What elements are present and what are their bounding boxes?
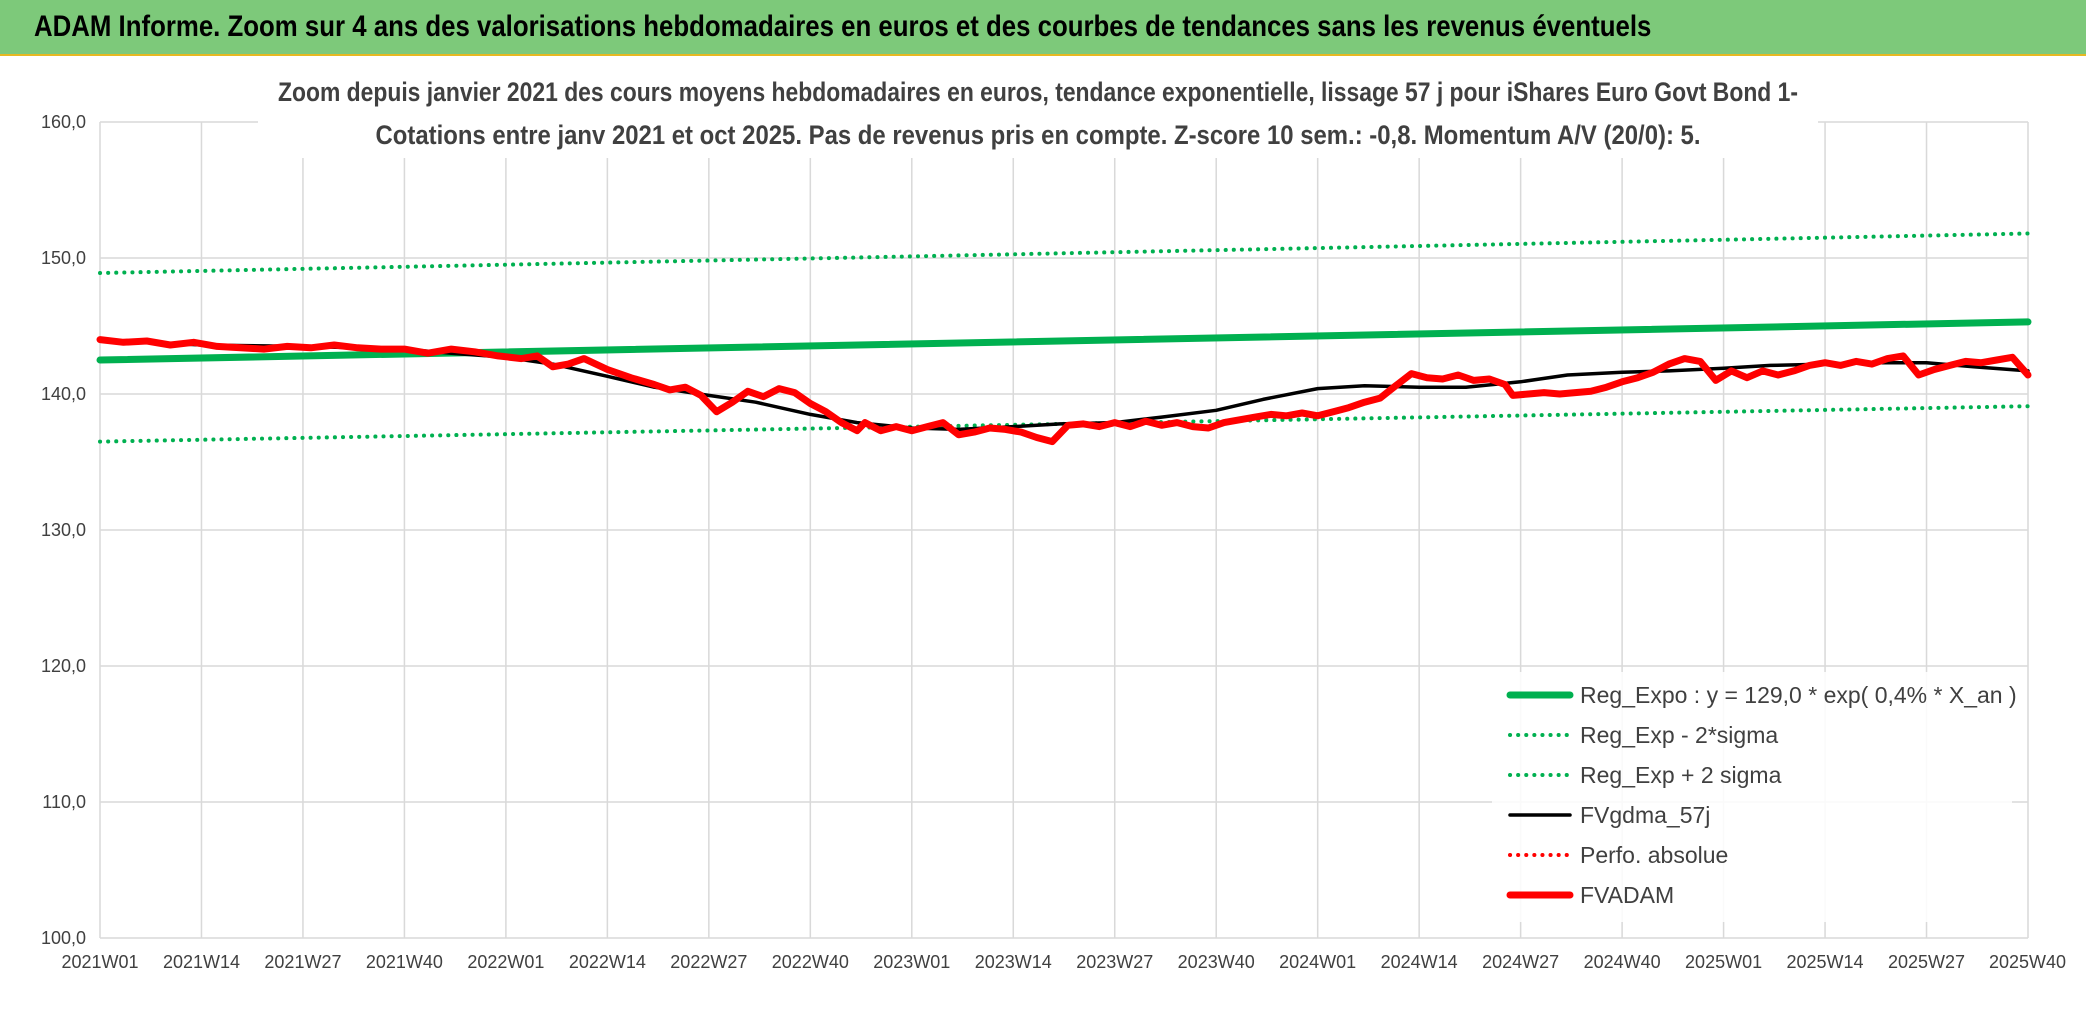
valuation-line-chart: 100,0 110,0 120,0 130,0 140,0 150,0 160,0 2021W… <box>41 74 2066 972</box>
x-tick-label: 2025W01 <box>1685 952 1762 972</box>
chart-title-line-2: Cotations entre janv 2021 et oct 2025. P… <box>376 120 1701 150</box>
series-line-2 <box>98 231 2030 275</box>
x-tick-label: 2024W40 <box>1584 952 1661 972</box>
x-tick-label: 2023W14 <box>975 952 1052 972</box>
x-tick-label: 2025W27 <box>1888 952 1965 972</box>
x-tick-label: 2021W27 <box>264 952 341 972</box>
y-tick-label: 120,0 <box>41 656 86 676</box>
x-tick-label: 2021W01 <box>61 952 138 972</box>
x-tick-label: 2022W14 <box>569 952 646 972</box>
legend-label: Reg_Exp - 2*sigma <box>1580 722 1778 748</box>
y-tick-label: 130,0 <box>41 520 86 540</box>
legend-label: FVgdma_57j <box>1580 802 1710 828</box>
x-tick-label: 2022W01 <box>467 952 544 972</box>
legend-label: Reg_Exp + 2 sigma <box>1580 762 1782 788</box>
y-tick-label: 160,0 <box>41 112 86 132</box>
chart-title-line-1: Zoom depuis janvier 2021 des cours moyen… <box>278 77 1798 107</box>
report-title: ADAM Informe. Zoom sur 4 ans des valoris… <box>34 10 1652 43</box>
x-tick-label: 2023W01 <box>873 952 950 972</box>
x-tick-label: 2025W14 <box>1787 952 1864 972</box>
x-tick-label: 2022W40 <box>772 952 849 972</box>
chart-legend: Reg_Expo : y = 129,0 * exp( 0,4% * X_an … <box>1492 672 2017 922</box>
legend-label: FVADAM <box>1580 882 1674 908</box>
y-tick-label: 140,0 <box>41 384 86 404</box>
chart-title: Zoom depuis janvier 2021 des cours moyen… <box>258 74 1818 158</box>
chart-title-background <box>258 74 1818 158</box>
x-tick-label: 2022W27 <box>670 952 747 972</box>
x-tick-label: 2021W40 <box>366 952 443 972</box>
x-tick-label: 2023W40 <box>1178 952 1255 972</box>
legend-label: Perfo. absolue <box>1580 842 1728 868</box>
x-tick-label: 2024W27 <box>1482 952 1559 972</box>
series-line-0 <box>96 318 2032 364</box>
report-header-banner: ADAM Informe. Zoom sur 4 ans des valoris… <box>0 0 2086 54</box>
y-tick-label: 110,0 <box>42 792 86 812</box>
x-tick-label: 2024W01 <box>1279 952 1356 972</box>
legend-label: Reg_Expo : y = 129,0 * exp( 0,4% * X_an … <box>1580 682 2017 708</box>
y-tick-label: 150,0 <box>41 248 86 268</box>
series-line-5 <box>96 336 2032 446</box>
x-tick-label: 2024W14 <box>1381 952 1458 972</box>
series-layer <box>96 231 2032 446</box>
x-tick-label: 2023W27 <box>1076 952 1153 972</box>
y-tick-label: 100,0 <box>41 928 86 948</box>
x-tick-label: 2025W40 <box>1989 952 2066 972</box>
legend-background <box>1492 672 2012 922</box>
x-tick-label: 2021W14 <box>163 952 240 972</box>
